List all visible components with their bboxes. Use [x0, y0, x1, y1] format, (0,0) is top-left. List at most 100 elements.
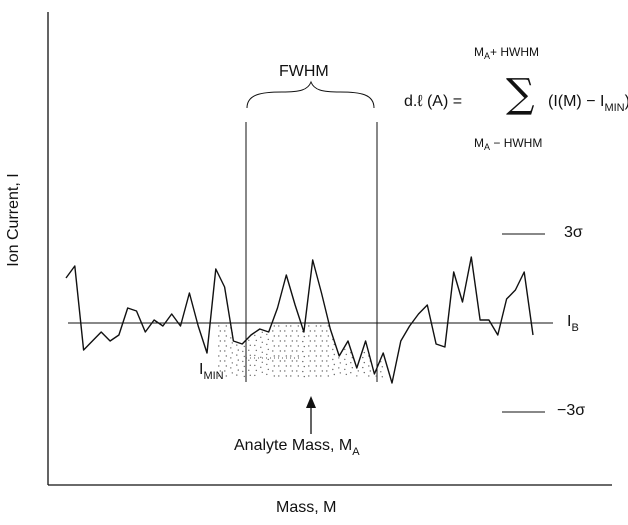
- stipple-dot: [303, 355, 305, 358]
- stipple-dot: [242, 370, 244, 373]
- stipple-dot: [291, 330, 293, 332]
- stipple-dot: [320, 325, 322, 327]
- lower-limit-sub: A: [484, 142, 491, 152]
- analyte-label: Analyte Mass, MA: [234, 438, 360, 458]
- stipple-dot: [380, 361, 382, 363]
- stipple-dot: [314, 350, 316, 352]
- stipple-dot: [344, 368, 346, 371]
- ib-main: I: [567, 313, 572, 330]
- stipple-dot: [350, 372, 352, 374]
- stipple-dot: [254, 354, 256, 357]
- stipple-dot: [230, 347, 232, 349]
- stipple-dot: [290, 375, 292, 377]
- stipple-dot: [231, 372, 233, 374]
- stipple-dot: [338, 367, 340, 369]
- stipple-dot: [279, 360, 281, 362]
- stipple-dot: [291, 340, 293, 342]
- lower-limit-rest: − HWHM: [490, 136, 543, 150]
- stipple-dot: [321, 340, 323, 342]
- stipple-dot: [332, 368, 334, 371]
- stipple-dot: [225, 375, 227, 377]
- stipple-dot: [243, 345, 245, 348]
- stipple-dot: [320, 345, 322, 347]
- stipple-dot: [296, 360, 298, 362]
- stipple-dot: [315, 345, 317, 347]
- stipple-dot: [261, 331, 263, 333]
- stipple-dot: [273, 375, 275, 377]
- stipple-dot: [327, 355, 329, 357]
- stipple-dot: [315, 335, 317, 337]
- stipple-dot: [260, 366, 262, 368]
- stipple-dot: [320, 355, 322, 357]
- stipple-dot: [381, 366, 383, 368]
- stipple-dot: [267, 368, 269, 371]
- stipple-dot: [296, 370, 298, 372]
- y-axis-label-text: Ion Current, I: [5, 173, 22, 267]
- stipple-dot: [308, 355, 310, 357]
- stipple-dot: [219, 360, 221, 362]
- stipple-dot: [368, 375, 370, 377]
- lower-limit-main: M: [474, 136, 484, 150]
- stipple-dot: [266, 373, 268, 376]
- stipple-dot: [278, 335, 280, 337]
- stipple-dot: [296, 330, 298, 332]
- ion-current-trace: [65, 256, 534, 384]
- stipple-dot: [309, 360, 311, 362]
- stipple-dot: [321, 330, 323, 332]
- stipple-dot: [327, 345, 329, 347]
- stipple-dot: [273, 355, 275, 357]
- stipple-dot: [297, 335, 299, 337]
- stipple-dot: [242, 350, 244, 353]
- stipple-dot: [303, 365, 305, 368]
- stipple-dot: [326, 370, 328, 372]
- stipple-dot: [272, 360, 274, 362]
- stipple-dot: [302, 370, 304, 373]
- stipple-dot: [278, 345, 280, 347]
- stipple-dot: [279, 330, 281, 332]
- stipple-dot: [344, 358, 346, 361]
- stipple-dot: [219, 340, 221, 342]
- stipple-dot: [236, 344, 238, 346]
- stipple-dot: [339, 372, 341, 374]
- stipple-dot: [326, 340, 328, 342]
- stipple-dot: [285, 355, 287, 357]
- fwhm-label-text: FWHM: [279, 63, 329, 80]
- stipple-dot: [314, 370, 316, 372]
- formula-body: (I(M) − IMIN): [548, 94, 628, 114]
- stipple-dot: [285, 375, 287, 377]
- stipple-dot: [308, 325, 310, 327]
- stipple-dot: [297, 375, 299, 377]
- stipple-dot: [285, 325, 287, 327]
- stipple-dot: [345, 373, 347, 376]
- stipple-dot: [237, 349, 239, 351]
- stipple-dot: [273, 345, 275, 347]
- stipple-dot: [249, 344, 251, 346]
- stipple-dot: [290, 365, 292, 367]
- formula-upper-limit: MA+ HWHM: [474, 46, 539, 61]
- stipple-dot: [224, 350, 226, 352]
- fwhm-label: FWHM: [279, 64, 329, 80]
- stipple-dot: [315, 365, 317, 367]
- stipple-dot: [266, 333, 268, 336]
- stipple-dot: [308, 365, 310, 367]
- stipple-dot: [290, 335, 292, 337]
- stipple-dot: [296, 350, 298, 352]
- stipple-dot: [237, 369, 239, 371]
- stipple-dot: [236, 364, 238, 366]
- stipple-dot: [236, 374, 238, 376]
- stipple-dot: [255, 369, 257, 372]
- stipple-dot: [321, 370, 323, 372]
- stipple-dot: [266, 343, 268, 346]
- stipple-dot: [315, 375, 317, 377]
- x-axis-label: Mass, M: [276, 500, 336, 516]
- stipple-dot: [362, 366, 364, 369]
- stipple-dot: [332, 358, 334, 361]
- stipple-dot: [314, 330, 316, 332]
- stipple-dot: [284, 370, 286, 372]
- stipple-dot: [261, 341, 263, 343]
- stipple-dot: [284, 360, 286, 362]
- formula-body-main: (I(M) − I: [548, 93, 605, 110]
- stipple-dot: [249, 364, 251, 366]
- stipple-dot: [368, 365, 370, 367]
- stipple-dot: [333, 353, 335, 356]
